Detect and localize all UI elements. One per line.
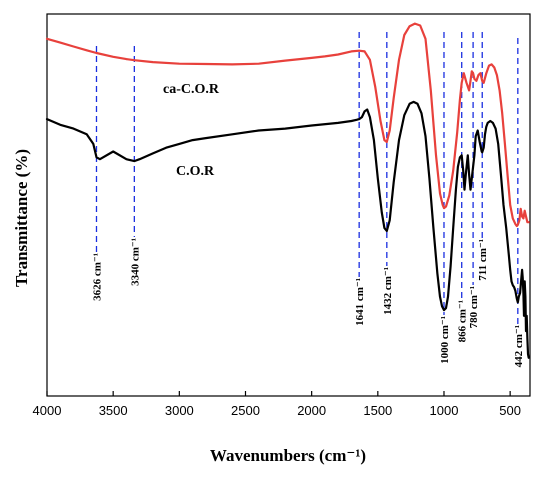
series-line-ca-cor — [45, 22, 530, 228]
peak-label-711: 711 cm⁻¹ — [477, 239, 489, 281]
x-tick-label-500: 500 — [499, 403, 521, 418]
peak-label-3340: 3340 cm⁻¹ — [129, 238, 141, 286]
peak-label-3626: 3626 cm⁻¹ — [91, 253, 103, 301]
series-label-ca-cor: ca-C.O.R — [163, 82, 220, 97]
y-axis-title: Transmittance (%) — [12, 149, 31, 287]
x-tick-label-2500: 2500 — [231, 403, 260, 418]
x-axis-ticks: 4000 3500 3000 2500 2000 1500 1000 500 — [33, 391, 521, 418]
x-tick-label-1000: 1000 — [430, 403, 459, 418]
peak-label-780: 780 cm⁻¹ — [468, 286, 480, 328]
peak-label-1432: 1432 cm⁻¹ — [382, 267, 394, 315]
series-line-cor — [45, 100, 530, 359]
peak-label-1641: 1641 cm⁻¹ — [354, 278, 366, 326]
x-tick-label-3000: 3000 — [165, 403, 194, 418]
peak-labels: 3626 cm⁻¹ 3340 cm⁻¹ 1641 cm⁻¹ 1432 cm⁻¹ 1000… — [91, 238, 524, 367]
x-tick-label-2000: 2000 — [297, 403, 326, 418]
x-tick-label-3500: 3500 — [99, 403, 128, 418]
peak-label-1000: 1000 cm⁻¹ — [439, 316, 451, 364]
x-tick-label-4000: 4000 — [33, 403, 62, 418]
plot-frame — [46, 13, 531, 397]
series-layer — [45, 22, 530, 359]
peak-label-442: 442 cm⁻¹ — [513, 325, 525, 367]
x-axis-title: Wavenumbers (cm⁻¹) — [210, 446, 366, 465]
x-tick-label-1500: 1500 — [363, 403, 392, 418]
series-label-cor: C.O.R — [176, 164, 215, 179]
peak-label-866: 866 cm⁻¹ — [457, 300, 469, 342]
reference-lines — [95, 32, 519, 324]
